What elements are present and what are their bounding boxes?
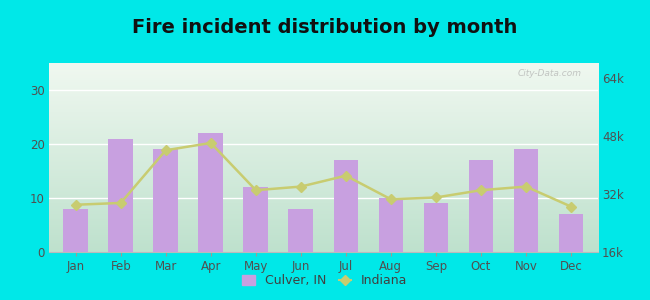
- Bar: [244, 187, 268, 252]
- Bar: [469, 160, 493, 252]
- Bar: [558, 214, 583, 252]
- Bar: [198, 133, 223, 252]
- Bar: [378, 198, 403, 252]
- Bar: [153, 149, 178, 252]
- Bar: [109, 139, 133, 252]
- Bar: [289, 209, 313, 252]
- Bar: [333, 160, 358, 252]
- Bar: [64, 209, 88, 252]
- Text: City-Data.com: City-Data.com: [517, 69, 582, 78]
- Bar: [514, 149, 538, 252]
- Text: Fire incident distribution by month: Fire incident distribution by month: [133, 18, 517, 37]
- Bar: [424, 203, 448, 252]
- Legend: Culver, IN, Indiana: Culver, IN, Indiana: [237, 269, 413, 292]
